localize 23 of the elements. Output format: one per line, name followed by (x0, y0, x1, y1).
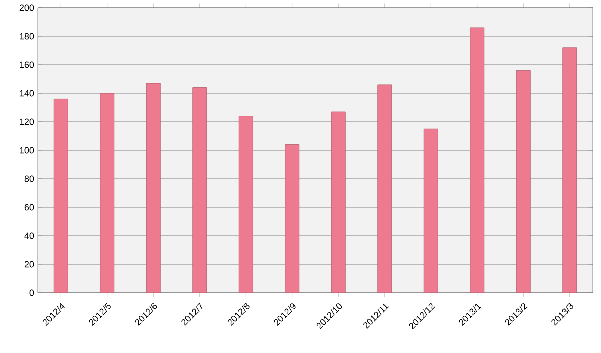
bar (378, 84, 392, 293)
y-tick-label: 60 (24, 204, 34, 211)
y-tick-label: 180 (20, 33, 34, 40)
y-tick-label: 140 (20, 90, 34, 97)
bar (285, 144, 300, 293)
bar (54, 99, 68, 293)
y-tick-label: 100 (20, 147, 34, 154)
y-tick-label: 0 (30, 290, 34, 296)
y-tick-label: 120 (20, 118, 34, 126)
bar (424, 128, 438, 293)
bar (192, 88, 208, 293)
bar (516, 70, 531, 293)
y-tick-label: 20 (24, 261, 34, 268)
y-tick-label: 80 (24, 176, 34, 182)
bar (562, 48, 578, 293)
y-tick-label: 40 (24, 232, 34, 240)
bar (331, 112, 346, 293)
bar (470, 28, 485, 293)
bar (238, 116, 254, 293)
y-tick-label: 200 (20, 4, 34, 12)
bar (146, 83, 161, 293)
bar (100, 93, 115, 293)
y-tick-label: 160 (20, 62, 34, 68)
